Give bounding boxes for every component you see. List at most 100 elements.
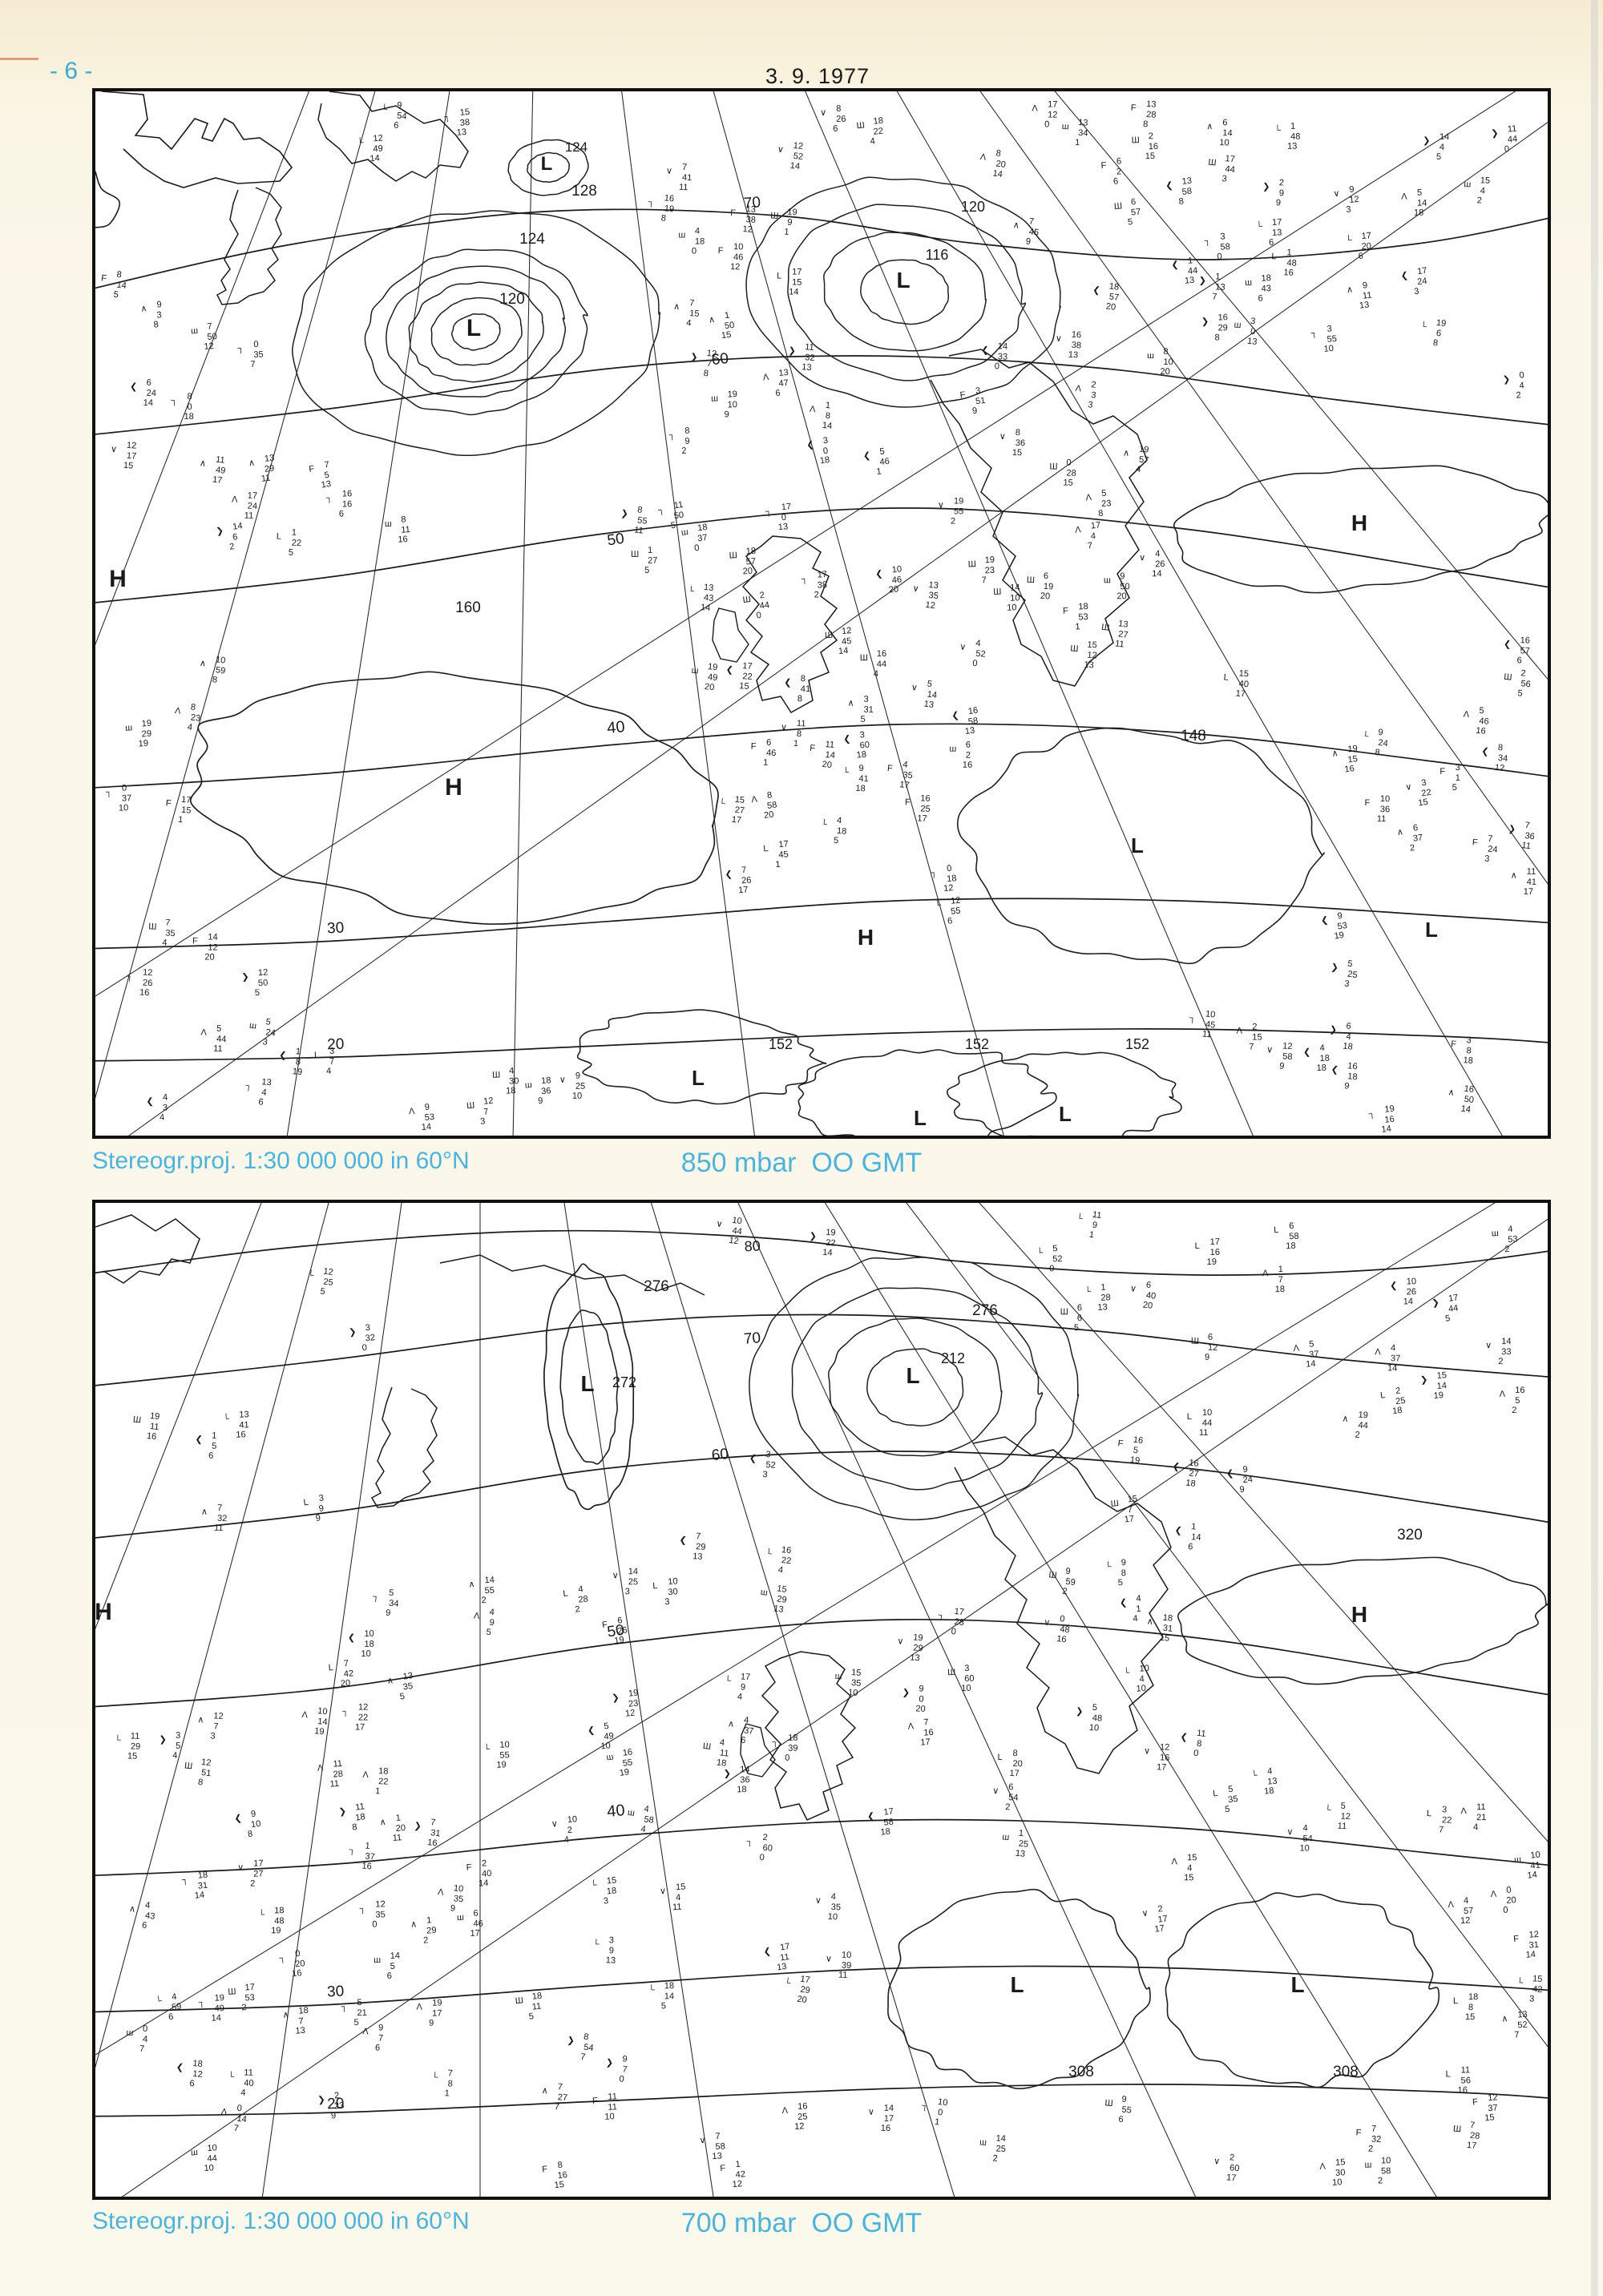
svg-text:17: 17 (792, 268, 802, 277)
svg-text:31: 31 (1162, 1624, 1173, 1634)
svg-text:❮: ❮ (784, 678, 791, 688)
svg-text:Λ: Λ (907, 1721, 915, 1731)
svg-text:0: 0 (951, 1627, 956, 1637)
svg-text:116: 116 (926, 247, 949, 263)
svg-text:26: 26 (836, 115, 846, 124)
svg-text:11: 11 (719, 1748, 729, 1758)
svg-text:16: 16 (1189, 1458, 1200, 1468)
svg-text:16: 16 (967, 706, 979, 717)
svg-text:9: 9 (1120, 571, 1125, 581)
svg-text:└: └ (688, 585, 695, 597)
svg-text:❯: ❯ (1201, 317, 1209, 326)
svg-text:1: 1 (775, 860, 781, 870)
svg-text:30: 30 (509, 1076, 519, 1086)
svg-text:2: 2 (1498, 1357, 1503, 1366)
svg-text:12: 12 (925, 600, 936, 611)
svg-text:10: 10 (1299, 1843, 1309, 1853)
svg-text:29: 29 (141, 729, 151, 740)
svg-text:55: 55 (954, 506, 963, 516)
svg-text:9: 9 (315, 1513, 321, 1523)
svg-text:└: └ (223, 1413, 230, 1424)
svg-text:❯: ❯ (241, 972, 249, 983)
svg-text:ш: ш (373, 1955, 381, 1965)
svg-text:11: 11 (608, 2102, 617, 2112)
svg-text:32: 32 (217, 1514, 228, 1523)
svg-text:16: 16 (622, 1747, 633, 1758)
svg-text:16: 16 (797, 2101, 808, 2112)
svg-text:37: 37 (1309, 1350, 1319, 1360)
svg-text:14: 14 (789, 161, 800, 171)
svg-text:7: 7 (165, 918, 171, 928)
svg-text:10: 10 (668, 1576, 678, 1587)
svg-text:10: 10 (567, 1814, 577, 1825)
svg-text:12: 12 (842, 626, 852, 636)
svg-text:4: 4 (187, 722, 193, 732)
svg-text:∨: ∨ (716, 1219, 724, 1229)
svg-text:53: 53 (244, 1993, 255, 2003)
svg-text:49: 49 (214, 2003, 224, 2013)
svg-text:9: 9 (741, 1682, 746, 1692)
svg-text:152: 152 (965, 1036, 989, 1052)
svg-text:14: 14 (1527, 1870, 1538, 1880)
svg-text:Ш: Ш (492, 1070, 501, 1079)
svg-text:56: 56 (1520, 679, 1531, 689)
svg-text:7: 7 (923, 1717, 929, 1727)
svg-text:20: 20 (1506, 1895, 1516, 1906)
svg-text:5: 5 (1479, 706, 1484, 716)
svg-text:∧: ∧ (410, 1919, 418, 1929)
svg-text:9: 9 (1205, 1353, 1210, 1362)
svg-text:6: 6 (232, 532, 239, 543)
svg-text:55: 55 (1326, 334, 1337, 345)
svg-text:ш: ш (606, 1752, 615, 1762)
svg-text:∧: ∧ (386, 1676, 394, 1686)
svg-text:0: 0 (756, 611, 762, 621)
svg-text:13: 13 (777, 522, 788, 532)
svg-text:└: └ (483, 1743, 491, 1754)
svg-text:Ш: Ш (515, 1995, 523, 2006)
svg-text:└: └ (357, 136, 364, 148)
svg-text:6: 6 (1346, 1021, 1352, 1031)
svg-text:11: 11 (633, 525, 644, 535)
svg-text:5: 5 (486, 1628, 491, 1638)
svg-text:15: 15 (123, 461, 134, 471)
svg-text:6: 6 (208, 1451, 214, 1460)
svg-text:57: 57 (1464, 1906, 1474, 1916)
svg-text:48: 48 (1092, 1713, 1102, 1724)
svg-text:1: 1 (1286, 248, 1292, 257)
svg-text:F: F (1451, 1039, 1457, 1049)
svg-text:8: 8 (295, 1057, 301, 1067)
svg-text:┐: ┐ (180, 1874, 188, 1886)
svg-text:Ш: Ш (1132, 135, 1140, 145)
svg-text:1: 1 (1215, 272, 1221, 281)
svg-text:12: 12 (1349, 195, 1359, 205)
svg-text:5: 5 (604, 1721, 609, 1731)
svg-text:4: 4 (695, 226, 700, 236)
svg-text:14: 14 (116, 280, 127, 291)
svg-text:11: 11 (215, 454, 225, 465)
svg-text:0: 0 (1044, 120, 1049, 130)
svg-text:15: 15 (1087, 640, 1097, 651)
svg-text:11: 11 (1476, 1802, 1486, 1812)
svg-text:1: 1 (648, 546, 652, 555)
svg-text:3: 3 (176, 1731, 180, 1741)
svg-text:60: 60 (1230, 2163, 1240, 2173)
svg-text:ш: ш (1061, 122, 1069, 131)
svg-text:11: 11 (244, 2068, 253, 2078)
svg-text:28: 28 (954, 1617, 965, 1628)
svg-text:6: 6 (147, 378, 151, 388)
svg-text:∨: ∨ (938, 500, 944, 510)
svg-text:57: 57 (745, 557, 756, 567)
svg-text:❯: ❯ (1420, 1375, 1428, 1386)
svg-text:6: 6 (375, 2043, 381, 2052)
svg-text:3: 3 (480, 1116, 486, 1127)
svg-text:15: 15 (739, 681, 749, 692)
svg-text:11: 11 (149, 1422, 159, 1432)
svg-text:14: 14 (1387, 1363, 1398, 1373)
svg-text:6: 6 (1258, 293, 1263, 303)
svg-text:12: 12 (358, 1702, 368, 1712)
svg-text:L: L (466, 315, 481, 341)
svg-text:19: 19 (432, 1999, 442, 2008)
svg-text:49: 49 (708, 672, 718, 683)
svg-text:52: 52 (1517, 2020, 1528, 2031)
svg-text:11: 11 (679, 183, 688, 193)
